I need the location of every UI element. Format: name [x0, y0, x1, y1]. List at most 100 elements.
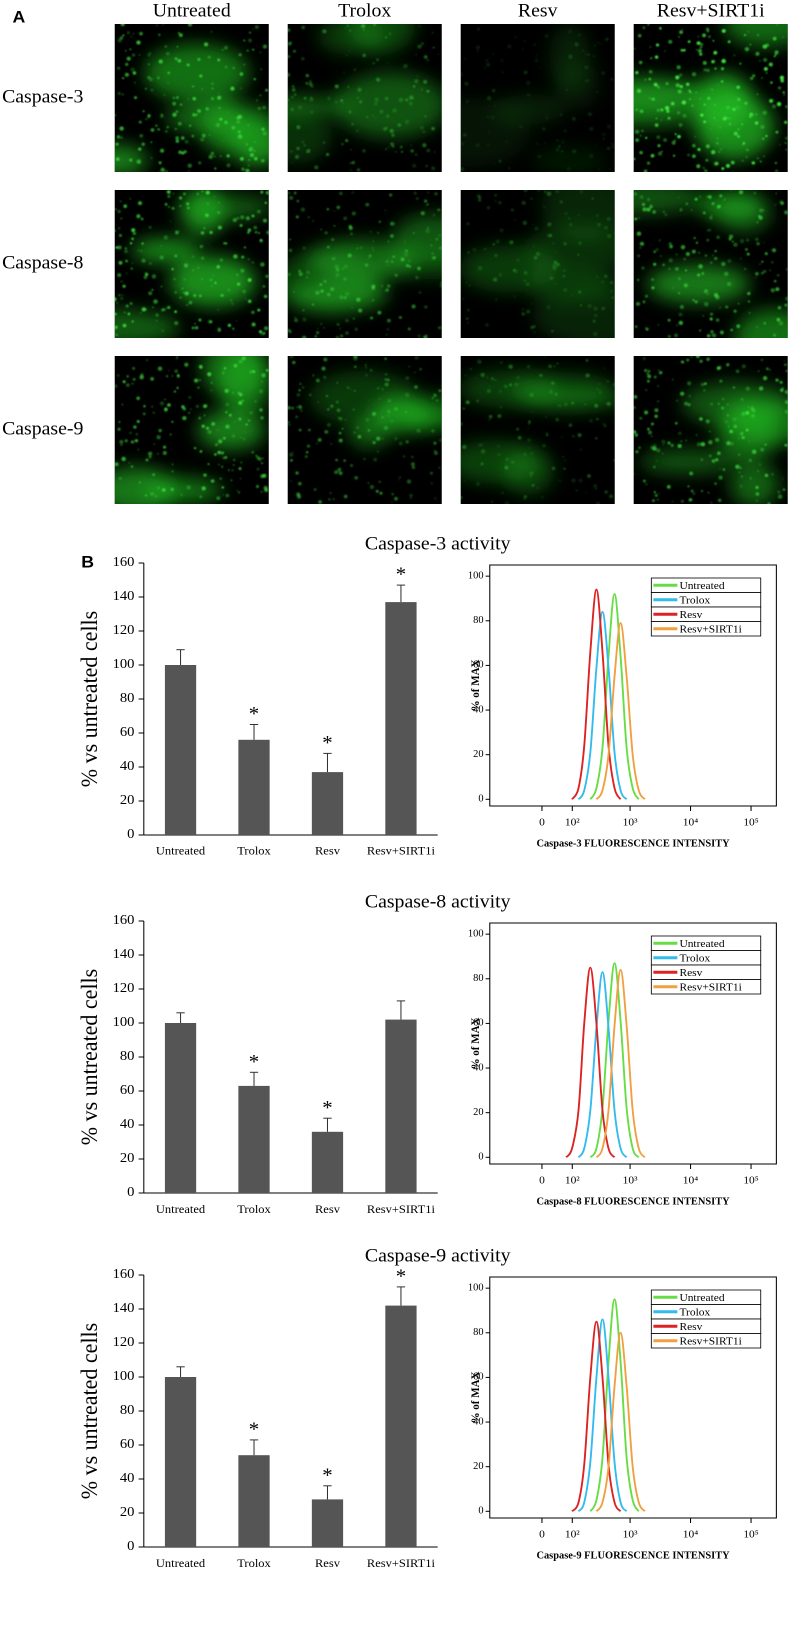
speckle — [232, 391, 235, 394]
speckle — [385, 373, 388, 376]
speckle — [142, 412, 146, 416]
speckle — [368, 399, 370, 401]
speckle — [431, 126, 435, 131]
speckle — [219, 117, 223, 121]
speckle — [741, 435, 745, 440]
speckle — [167, 305, 171, 310]
legend-entry-box — [650, 1333, 762, 1349]
speckle — [680, 48, 684, 52]
speckle — [671, 378, 674, 381]
speckle — [411, 465, 416, 470]
speckle — [288, 248, 293, 253]
speckle — [231, 125, 236, 130]
speckle — [292, 86, 296, 90]
bar — [164, 665, 197, 835]
speckle — [226, 154, 230, 158]
speckle — [303, 144, 306, 147]
speckle — [610, 78, 613, 81]
speckle — [130, 440, 135, 444]
speckle — [145, 272, 147, 274]
speckle — [526, 309, 531, 314]
speckle — [633, 158, 636, 161]
speckle — [152, 473, 156, 476]
speckle — [196, 192, 199, 196]
speckle — [182, 407, 187, 411]
speckle — [606, 146, 611, 151]
speckle — [491, 500, 494, 503]
speckle — [311, 303, 315, 306]
speckle — [403, 240, 406, 243]
speckle — [162, 450, 167, 455]
significance-mark: * — [396, 564, 406, 586]
speckle — [147, 63, 150, 66]
speckle — [309, 393, 312, 396]
speckle — [292, 49, 297, 53]
speckle — [412, 85, 416, 88]
speckle — [575, 489, 578, 492]
speckle — [604, 490, 609, 494]
speckle — [251, 261, 254, 264]
speckle — [675, 83, 680, 88]
speckle — [310, 110, 314, 114]
speckle — [558, 479, 561, 482]
y-tick-label: 40 — [120, 758, 135, 774]
speckle — [315, 442, 319, 445]
speckle — [476, 399, 479, 403]
speckle — [162, 445, 167, 449]
speckle — [151, 288, 154, 291]
speckle — [706, 195, 709, 198]
speckle — [666, 109, 670, 113]
speckle — [376, 436, 381, 441]
speckle — [731, 240, 734, 243]
speckle — [231, 303, 234, 305]
speckle — [398, 97, 404, 103]
speckle — [380, 284, 384, 288]
speckle — [238, 467, 242, 471]
speckle — [719, 468, 721, 470]
speckle — [151, 306, 155, 309]
cell-glow — [633, 24, 788, 160]
speckle — [707, 293, 709, 295]
speckle — [711, 254, 714, 257]
speckle — [536, 487, 539, 489]
speckle — [694, 135, 696, 138]
speckle — [293, 291, 295, 293]
speckle — [730, 328, 733, 332]
speckle — [175, 96, 179, 99]
speckle — [604, 274, 608, 278]
speckle — [522, 48, 524, 50]
speckle — [356, 96, 360, 100]
speckle — [746, 238, 750, 242]
speckle — [571, 434, 575, 438]
speckle — [587, 53, 591, 57]
speckle — [287, 28, 291, 32]
speckle — [240, 215, 245, 220]
speckle — [635, 71, 639, 75]
legend-entry-box — [650, 979, 762, 995]
speckle — [414, 371, 416, 374]
speckle — [197, 109, 202, 113]
speckles — [287, 356, 442, 504]
speckle — [263, 294, 268, 299]
speckle — [773, 279, 777, 283]
speckle — [706, 229, 709, 232]
speckle — [536, 251, 541, 256]
speckle — [262, 218, 268, 223]
speckle — [241, 255, 245, 259]
speckle — [542, 444, 546, 448]
y-tick-label: 100 — [468, 1283, 484, 1294]
legend-entry-box — [650, 621, 762, 637]
speckle — [164, 203, 168, 206]
speckle — [679, 30, 683, 34]
speckle — [555, 417, 560, 422]
speckle — [688, 498, 692, 502]
speckle — [696, 41, 701, 45]
speckle — [638, 446, 641, 449]
speckle — [755, 113, 758, 116]
speckle — [156, 452, 159, 455]
speckle — [559, 200, 563, 204]
speckle — [647, 427, 650, 431]
speckle — [782, 36, 784, 38]
speckle — [679, 305, 684, 309]
speckle — [425, 334, 428, 336]
